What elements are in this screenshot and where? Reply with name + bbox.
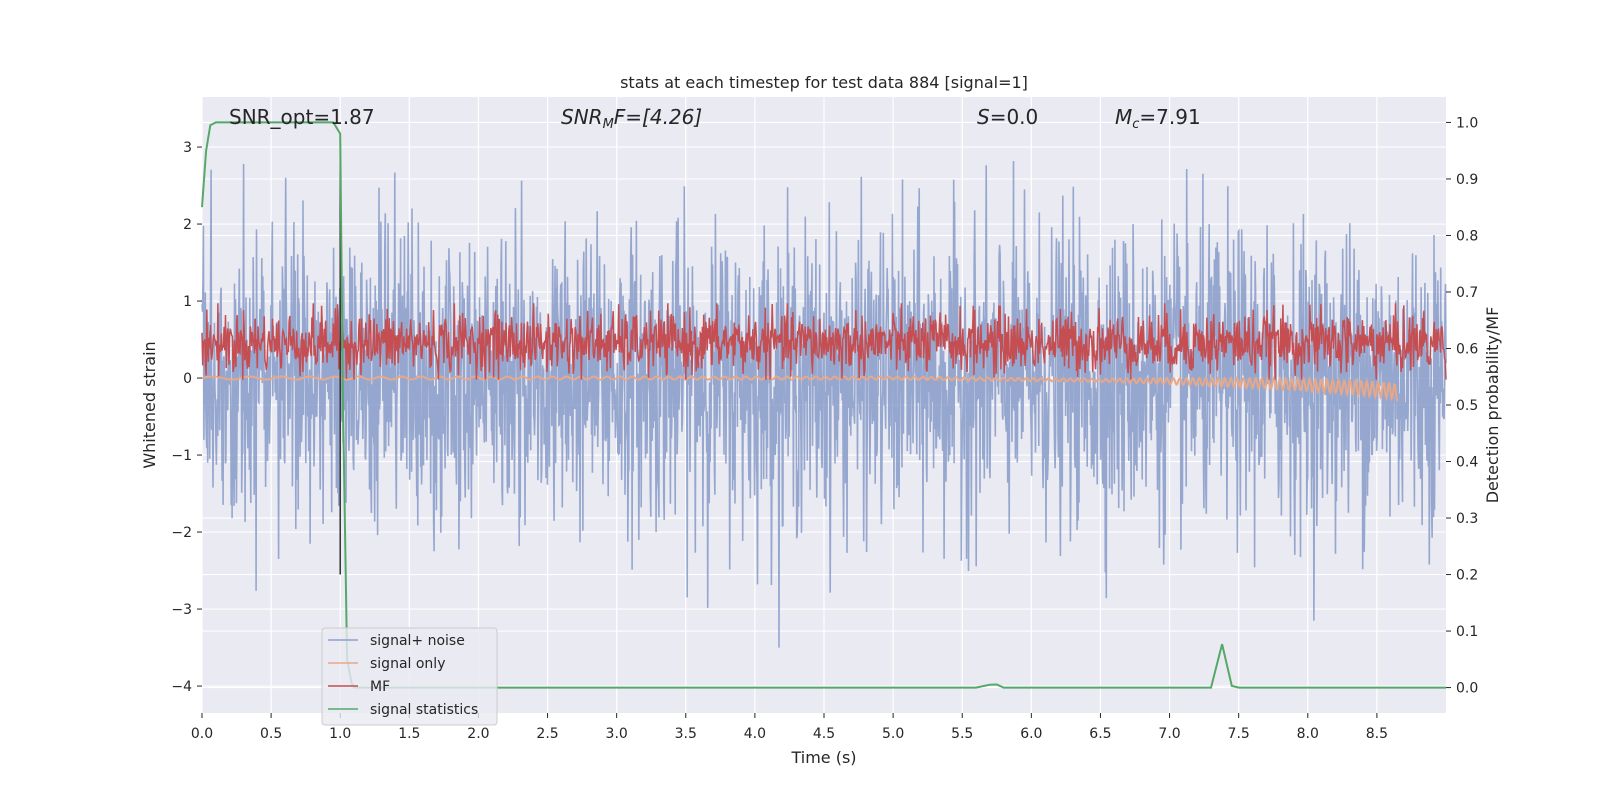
y2-tick-label: 0.3: [1456, 511, 1478, 527]
legend: signal+ noise signal only MF signal stat…: [321, 627, 498, 726]
y-tick-label: 0: [183, 371, 192, 387]
x-tick-label: 7.0: [1158, 726, 1180, 742]
x-tick-label: 3.5: [675, 726, 697, 742]
y-tick-label: −4: [171, 679, 192, 695]
y-tick-label: 1: [183, 294, 192, 310]
x-tick-label: 8.5: [1366, 726, 1388, 742]
y-tick-label: −2: [171, 525, 192, 541]
x-tick-label: 2.5: [536, 726, 558, 742]
y2-tick-label: 0.9: [1456, 172, 1478, 188]
s-name: S: [977, 105, 990, 129]
snr-mf-sub: M: [603, 117, 614, 132]
y-tick-label: 2: [183, 217, 192, 233]
y2-tick-label: 0.2: [1456, 568, 1478, 584]
mc-value: =7.91: [1139, 105, 1200, 129]
y-axis-label: Whitened strain: [140, 341, 159, 468]
x-tick-label: 5.5: [951, 726, 973, 742]
x-tick-label: 4.0: [744, 726, 766, 742]
x-tick-label: 0.5: [260, 726, 282, 742]
mc-name: M: [1115, 105, 1132, 129]
y-axis-right: 1.0 0.9 0.8 0.7 0.6 0.5 0.4 0.3 0.2 0.1 0.0: [1446, 115, 1478, 697]
y2-tick-label: 0.7: [1456, 285, 1478, 301]
y2-tick-label: 0.0: [1456, 681, 1478, 697]
y2-tick-label: 0.8: [1456, 228, 1478, 244]
x-tick-label: 2.0: [467, 726, 489, 742]
legend-label-mf: MF: [370, 679, 390, 695]
x-tick-label: 0.0: [191, 726, 213, 742]
y-tick-label: −1: [171, 448, 192, 464]
x-tick-label: 4.5: [813, 726, 835, 742]
x-tick-label: 6.0: [1020, 726, 1042, 742]
legend-label-signal-only: signal only: [370, 656, 445, 672]
y-tick-label: −3: [171, 602, 192, 618]
x-axis-label: Time (s): [790, 748, 856, 767]
legend-label-signal-noise: signal+ noise: [370, 633, 465, 649]
legend-label-signal-statistics: signal statistics: [370, 702, 478, 718]
annotation-snr-mf: SNRMF=[4.26]: [561, 105, 702, 132]
series-line-signal-noise: [201, 160, 1447, 648]
snr-mf-prefix: SNR: [561, 105, 603, 129]
x-tick-label: 1.0: [329, 726, 351, 742]
x-tick-label: 6.5: [1089, 726, 1111, 742]
series-line-mf: [201, 303, 1447, 380]
mc-sub: c: [1132, 117, 1139, 132]
x-tick-label: 3.0: [606, 726, 628, 742]
y-tick-label: 3: [183, 140, 192, 156]
y-axis-left: 3 2 1 0 −1 −2 −3 −4: [171, 140, 202, 695]
series-line-signal-statistics: [201, 121, 1446, 689]
annotation-snr-opt: SNR_opt=1.87: [229, 105, 375, 129]
y2-tick-label: 0.1: [1456, 624, 1478, 640]
x-tick-label: 5.0: [882, 726, 904, 742]
y2-tick-label: 0.4: [1456, 455, 1478, 471]
x-tick-label: 1.5: [398, 726, 420, 742]
chart-title: stats at each timestep for test data 884…: [620, 73, 1028, 92]
x-axis: 0.0 0.5 1.0 1.5 2.0 2.5 3.0 3.5 4.0 4.5 5.0 5.5 6.0 6…: [191, 713, 1388, 742]
series-line-signal-only: [201, 375, 1399, 402]
y2-tick-label: 0.6: [1456, 341, 1478, 357]
y2-tick-label: 1.0: [1456, 115, 1478, 131]
x-tick-label: 7.5: [1228, 726, 1250, 742]
x-tick-label: 8.0: [1297, 726, 1319, 742]
legend-box: [321, 627, 498, 726]
y2-axis-label: Detection probability/MF: [1483, 307, 1502, 504]
y2-tick-label: 0.5: [1456, 398, 1478, 414]
snr-mf-suffix: F=[4.26]: [614, 105, 702, 129]
annotation-mc: Mc=7.91: [1115, 105, 1201, 132]
annotation-s: S=0.0: [977, 105, 1038, 129]
s-value: =0.0: [990, 105, 1039, 129]
